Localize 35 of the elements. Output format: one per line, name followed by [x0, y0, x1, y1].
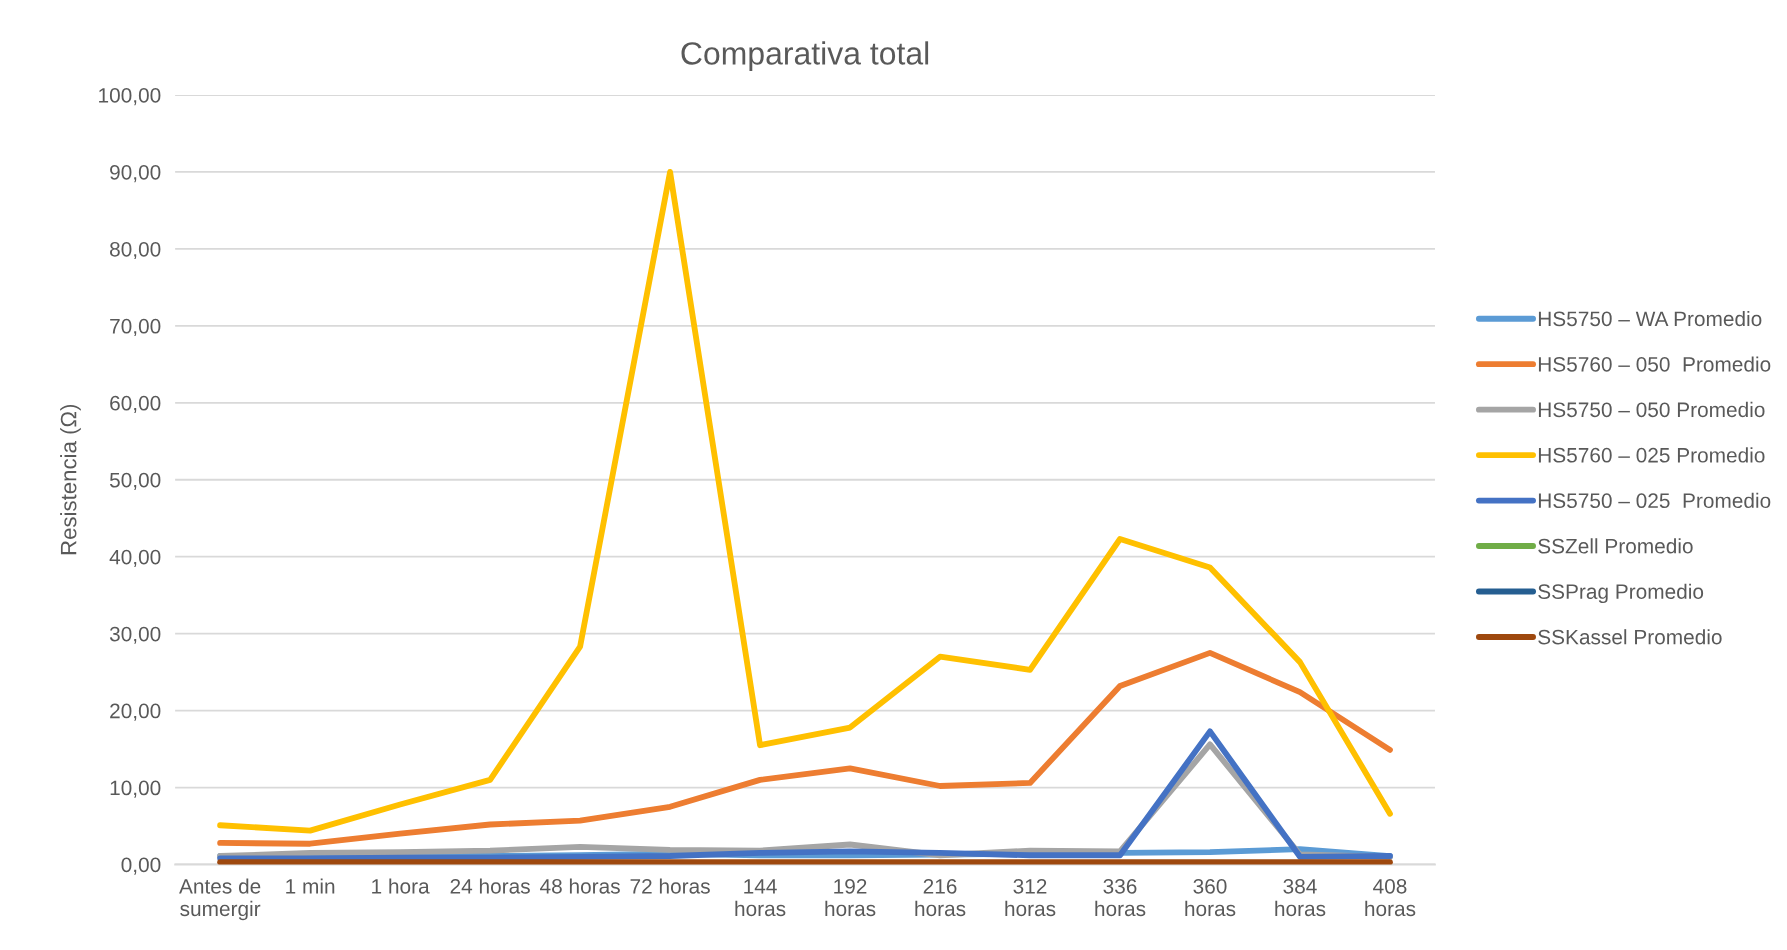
legend-label: SSKassel Promedio: [1538, 629, 1722, 645]
y-tick-label: 70,00: [110, 318, 161, 337]
y-tick-label: 0,00: [121, 857, 161, 875]
y-tick-label: 10,00: [110, 780, 161, 798]
y-axis-title: Resistencia (Ω): [60, 404, 81, 555]
x-tick-label: 336 horas: [1095, 878, 1146, 917]
legend-label: HS5750 – WA Promedio: [1538, 310, 1762, 327]
y-tick-label: 60,00: [110, 395, 161, 414]
x-tick-label: 312 horas: [1005, 878, 1056, 917]
x-tick-label: 408 horas: [1365, 878, 1416, 917]
y-tick-label: 20,00: [110, 703, 161, 721]
legend-label: HS5750 – 025 Promedio: [1538, 492, 1771, 509]
chart-title: Comparativa total: [681, 41, 929, 72]
y-tick-label: 40,00: [109, 549, 161, 567]
x-tick-label: 48 horas: [540, 878, 620, 894]
legend-label: HS5750 – 050 Promedio: [1538, 401, 1765, 418]
y-tick-label: 90,00: [110, 164, 161, 183]
x-tick-label: 1 min: [286, 878, 335, 894]
x-tick-label: 72 horas: [630, 878, 710, 894]
x-tick-label: 192 horas: [825, 878, 876, 917]
x-tick-label: Antes de sumergir: [179, 878, 261, 921]
y-tick-label: 50,00: [109, 472, 161, 490]
legend-label: HS5760 – 050 Promedio: [1538, 356, 1771, 372]
y-tick-label: 100,00: [99, 88, 161, 106]
x-tick-label: 360 horas: [1185, 878, 1236, 917]
y-tick-label: 30,00: [109, 626, 161, 644]
x-tick-label: 144 horas: [735, 879, 786, 917]
x-tick-label: 384 horas: [1275, 878, 1326, 917]
legend-label: SSZell Promedio: [1538, 538, 1693, 554]
x-tick-label: 216 horas: [915, 878, 966, 917]
legend-label: SSPrag Promedio: [1538, 583, 1704, 604]
x-tick-label: 1 hora: [372, 878, 430, 894]
legend-label: HS5760 – 025 Promedio: [1538, 447, 1765, 463]
y-tick-label: 80,00: [110, 241, 161, 260]
x-tick-label: 24 horas: [450, 878, 530, 894]
